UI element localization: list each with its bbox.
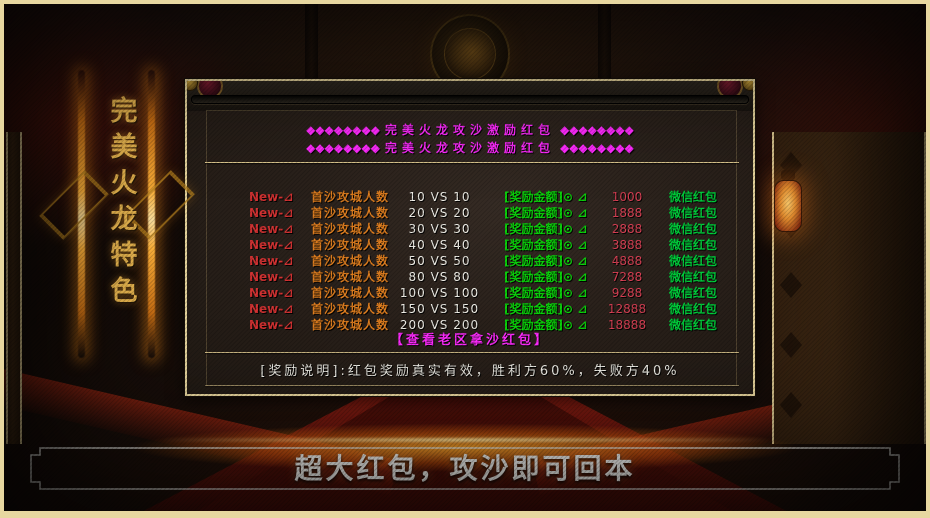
row-vs-value: 40 VS 40	[408, 238, 471, 252]
reward-table: New-⊿ 首沙攻城人数 10 VS 10 [奖励金额]⊙ ⊿ 1000 微信红…	[187, 189, 753, 333]
door-panel-left	[6, 132, 22, 444]
pillar-left	[305, 0, 318, 82]
row-label: 首沙攻城人数	[311, 318, 390, 332]
panel-inner-bottom-line	[205, 385, 739, 386]
row-new-tag: New-⊿	[249, 222, 294, 236]
diamond-ornament-left	[39, 170, 109, 240]
row-new-tag: New-⊿	[249, 270, 294, 284]
row-channel: 微信红包	[669, 254, 718, 268]
table-row: New-⊿ 首沙攻城人数 30 VS 30 [奖励金额]⊙ ⊿ 2888 微信红…	[187, 221, 753, 237]
table-row: New-⊿ 首沙攻城人数 150 VS 150 [奖励金额]⊙ ⊿ 12888 …	[187, 301, 753, 317]
row-channel: 微信红包	[669, 222, 718, 236]
table-row: New-⊿ 首沙攻城人数 10 VS 10 [奖励金额]⊙ ⊿ 1000 微信红…	[187, 189, 753, 205]
row-reward-label: [奖励金额]⊙ ⊿	[504, 254, 588, 268]
row-amount: 4888	[611, 254, 643, 268]
panel-title-text: 完美火龙攻沙激励红包	[384, 123, 555, 137]
panel-title-text: 完美火龙攻沙激励红包	[384, 141, 555, 155]
row-vs-value: 50 VS 50	[408, 254, 471, 268]
panel-divider-bottom	[205, 352, 739, 353]
row-new-tag: New-⊿	[249, 206, 294, 220]
title-diamonds-left: ◆◆◆◆◆◆◆◆	[306, 123, 380, 137]
row-reward-label: [奖励金额]⊙ ⊿	[504, 238, 588, 252]
table-row: New-⊿ 首沙攻城人数 80 VS 80 [奖励金额]⊙ ⊿ 7288 微信红…	[187, 269, 753, 285]
row-channel: 微信红包	[669, 286, 718, 300]
light-beam-right	[148, 70, 155, 358]
row-channel: 微信红包	[669, 318, 718, 332]
row-label: 首沙攻城人数	[311, 190, 390, 204]
panel-title-line-1: ◆◆◆◆◆◆◆◆ 完美火龙攻沙激励红包 ◆◆◆◆◆◆◆◆	[187, 121, 753, 139]
header-rod	[191, 95, 749, 104]
row-vs-value: 10 VS 10	[408, 190, 471, 204]
title-diamonds-left: ◆◆◆◆◆◆◆◆	[306, 141, 380, 155]
row-channel: 微信红包	[669, 302, 718, 316]
row-vs-value: 100 VS 100	[399, 286, 480, 300]
row-amount: 9288	[611, 286, 643, 300]
row-reward-label: [奖励金额]⊙ ⊿	[504, 206, 588, 220]
row-label: 首沙攻城人数	[311, 238, 390, 252]
row-reward-label: [奖励金额]⊙ ⊿	[504, 270, 588, 284]
reward-note: [奖励说明]:红包奖励真实有效，胜利方60%，失败方40%	[260, 364, 680, 379]
bottom-slogan-text: 超大红包，攻沙即可回本	[294, 452, 636, 485]
row-label: 首沙攻城人数	[311, 270, 390, 284]
row-reward-label: [奖励金额]⊙ ⊿	[504, 222, 588, 236]
table-row: New-⊿ 首沙攻城人数 100 VS 100 [奖励金额]⊙ ⊿ 9288 微…	[187, 285, 753, 301]
row-new-tag: New-⊿	[249, 286, 294, 300]
table-row: New-⊿ 首沙攻城人数 20 VS 20 [奖励金额]⊙ ⊿ 1888 微信红…	[187, 205, 753, 221]
row-channel: 微信红包	[669, 206, 718, 220]
row-reward-label: [奖励金额]⊙ ⊿	[504, 318, 588, 332]
row-new-tag: New-⊿	[249, 254, 294, 268]
row-label: 首沙攻城人数	[311, 254, 390, 268]
corner-star-icon	[742, 81, 753, 91]
row-amount: 2888	[611, 222, 643, 236]
title-diamonds-right: ◆◆◆◆◆◆◆◆	[560, 123, 634, 137]
pillar-right	[598, 0, 611, 82]
row-vs-value: 80 VS 80	[408, 270, 471, 284]
light-beam-left	[78, 70, 85, 358]
row-vs-value: 30 VS 30	[408, 222, 471, 236]
table-row: New-⊿ 首沙攻城人数 40 VS 40 [奖励金额]⊙ ⊿ 3888 微信红…	[187, 237, 753, 253]
row-reward-label: [奖励金额]⊙ ⊿	[504, 302, 588, 316]
row-label: 首沙攻城人数	[311, 206, 390, 220]
row-vs-value: 200 VS 200	[399, 318, 480, 332]
panel-ornate-header	[187, 81, 753, 111]
reward-panel: ◆◆◆◆◆◆◆◆ 完美火龙攻沙激励红包 ◆◆◆◆◆◆◆◆ ◆◆◆◆◆◆◆◆ 完美火龙攻…	[185, 79, 755, 396]
row-reward-label: [奖励金额]⊙ ⊿	[504, 286, 588, 300]
row-amount: 18888	[607, 318, 647, 332]
row-channel: 微信红包	[669, 190, 718, 204]
row-new-tag: New-⊿	[249, 190, 294, 204]
side-feature-banner: 完美火龙特色	[39, 66, 195, 366]
row-label: 首沙攻城人数	[311, 302, 390, 316]
title-diamonds-right: ◆◆◆◆◆◆◆◆	[560, 141, 634, 155]
row-vs-value: 150 VS 150	[399, 302, 480, 316]
row-amount: 3888	[611, 238, 643, 252]
row-new-tag: New-⊿	[249, 302, 294, 316]
bottom-slogan-banner: 超大红包，攻沙即可回本	[22, 446, 908, 491]
row-amount: 7288	[611, 270, 643, 284]
lantern	[774, 170, 802, 240]
table-row: New-⊿ 首沙攻城人数 200 VS 200 [奖励金额]⊙ ⊿ 18888 …	[187, 317, 753, 333]
row-amount: 1000	[611, 190, 643, 204]
table-row: New-⊿ 首沙攻城人数 50 VS 50 [奖励金额]⊙ ⊿ 4888 微信红…	[187, 253, 753, 269]
row-channel: 微信红包	[669, 270, 718, 284]
row-amount: 12888	[607, 302, 647, 316]
row-label: 首沙攻城人数	[311, 222, 390, 236]
row-new-tag: New-⊿	[249, 318, 294, 332]
panel-divider-top	[205, 162, 739, 163]
panel-title-line-2: ◆◆◆◆◆◆◆◆ 完美火龙攻沙激励红包 ◆◆◆◆◆◆◆◆	[187, 139, 753, 157]
row-new-tag: New-⊿	[249, 238, 294, 252]
row-vs-value: 20 VS 20	[408, 206, 471, 220]
row-label: 首沙攻城人数	[311, 286, 390, 300]
row-channel: 微信红包	[669, 238, 718, 252]
row-amount: 1888	[611, 206, 643, 220]
view-old-zone-link[interactable]: 【查看老区拿沙红包】	[389, 333, 550, 348]
row-reward-label: [奖励金额]⊙ ⊿	[504, 190, 588, 204]
side-banner-text: 完美火龙特色	[105, 96, 137, 312]
